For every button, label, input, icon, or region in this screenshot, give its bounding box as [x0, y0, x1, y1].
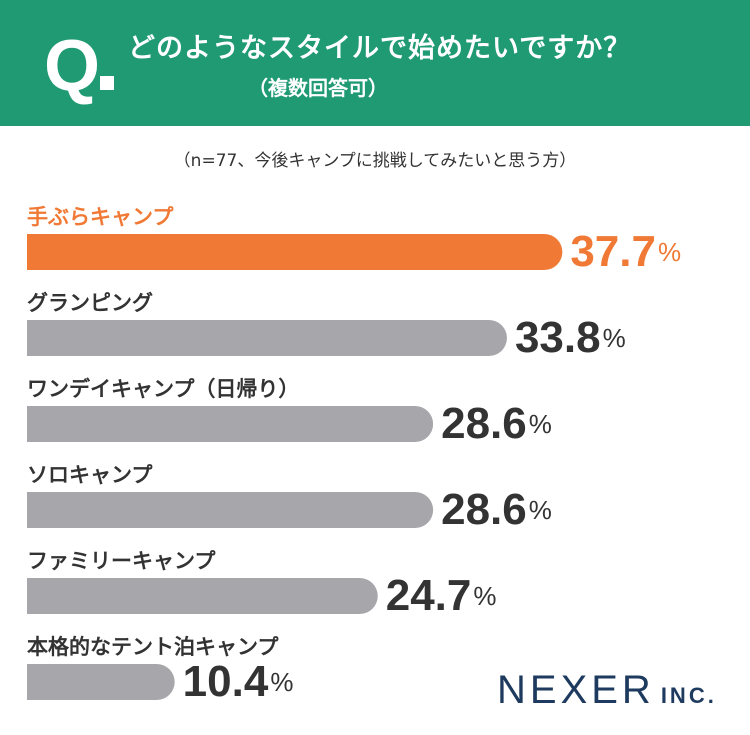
bar: [27, 664, 175, 700]
category-label: 手ぶらキャンプ: [27, 205, 174, 229]
bar: [27, 406, 434, 442]
category-label: 本格的なテント泊キャンプ: [27, 635, 279, 659]
q-mark: Q: [44, 26, 101, 106]
bar: [27, 234, 563, 270]
q-dot: [100, 76, 114, 90]
logo-main-text: NEXER: [497, 668, 655, 712]
value-label: 10.4%: [183, 657, 294, 706]
value-label: 28.6%: [441, 485, 552, 534]
category-label: ファミリーキャンプ: [27, 549, 216, 573]
value-label: 33.8%: [515, 313, 626, 362]
category-label: ソロキャンプ: [27, 463, 153, 487]
question-header: Q どのようなスタイルで始めたいですか？ （複数回答可）: [0, 0, 750, 126]
question-title: どのようなスタイルで始めたいですか？: [128, 33, 632, 64]
bar: [27, 578, 378, 614]
category-label: グランピング: [27, 291, 153, 315]
category-label: ワンデイキャンプ（日帰り）: [27, 377, 299, 401]
value-label: 24.7%: [386, 571, 497, 620]
value-label: 28.6%: [441, 399, 552, 448]
question-subtitle: （複数回答可）: [248, 76, 388, 100]
nexer-logo: NEXER INC.: [497, 668, 717, 713]
bar: [27, 492, 434, 528]
sample-note: （n=77、今後キャンプに挑戦してみたいと思う方）: [173, 151, 577, 171]
logo-sub-text: INC.: [660, 683, 717, 708]
bar: [27, 320, 507, 356]
value-label: 37.7%: [570, 227, 681, 276]
